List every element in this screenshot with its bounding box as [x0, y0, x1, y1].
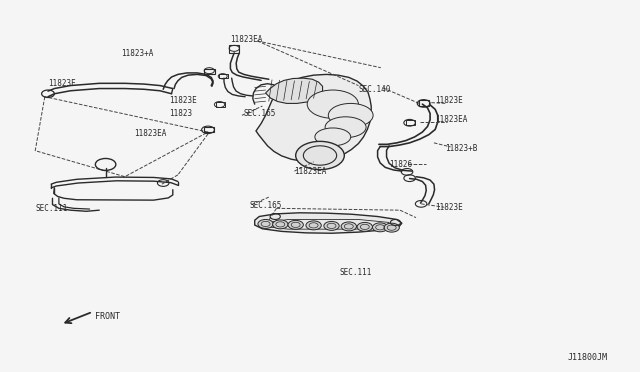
Text: 11823+A: 11823+A	[122, 49, 154, 58]
Text: 11823EA: 11823EA	[435, 115, 468, 124]
Circle shape	[324, 221, 339, 230]
Text: 11823EA: 11823EA	[230, 35, 262, 44]
Circle shape	[341, 222, 356, 231]
Bar	[419, 100, 429, 106]
Text: 11823E: 11823E	[435, 96, 463, 105]
Circle shape	[273, 220, 288, 229]
Ellipse shape	[315, 128, 351, 146]
Text: J11800JM: J11800JM	[568, 353, 608, 362]
Text: 11823E: 11823E	[48, 79, 76, 88]
Polygon shape	[266, 78, 323, 103]
Circle shape	[306, 221, 321, 230]
Text: FRONT: FRONT	[95, 312, 120, 321]
Bar	[216, 102, 225, 107]
Bar	[229, 45, 239, 53]
Text: SEC.111: SEC.111	[339, 268, 372, 277]
Text: 11823: 11823	[170, 109, 193, 118]
Text: SEC.111: SEC.111	[35, 204, 68, 213]
Text: 11826: 11826	[389, 160, 412, 169]
Ellipse shape	[325, 117, 366, 138]
Circle shape	[372, 223, 388, 232]
Circle shape	[258, 219, 273, 228]
Ellipse shape	[307, 90, 358, 118]
Text: 11823EA: 11823EA	[294, 167, 327, 176]
Polygon shape	[256, 74, 371, 162]
Text: 11823E: 11823E	[170, 96, 197, 105]
Text: 11823E: 11823E	[435, 203, 463, 212]
Circle shape	[288, 220, 303, 229]
Bar	[204, 69, 215, 74]
Bar	[406, 120, 415, 125]
Text: 11823EA: 11823EA	[134, 129, 167, 138]
Text: 11823+B: 11823+B	[445, 144, 477, 153]
Text: SEC.140: SEC.140	[358, 85, 391, 94]
Circle shape	[384, 223, 399, 232]
Circle shape	[296, 141, 344, 170]
Text: SEC.165: SEC.165	[243, 109, 276, 118]
Circle shape	[357, 222, 372, 231]
Bar	[219, 74, 228, 78]
Text: SEC.165: SEC.165	[250, 201, 282, 210]
Ellipse shape	[328, 103, 373, 127]
Polygon shape	[255, 213, 402, 233]
Bar	[204, 127, 214, 132]
